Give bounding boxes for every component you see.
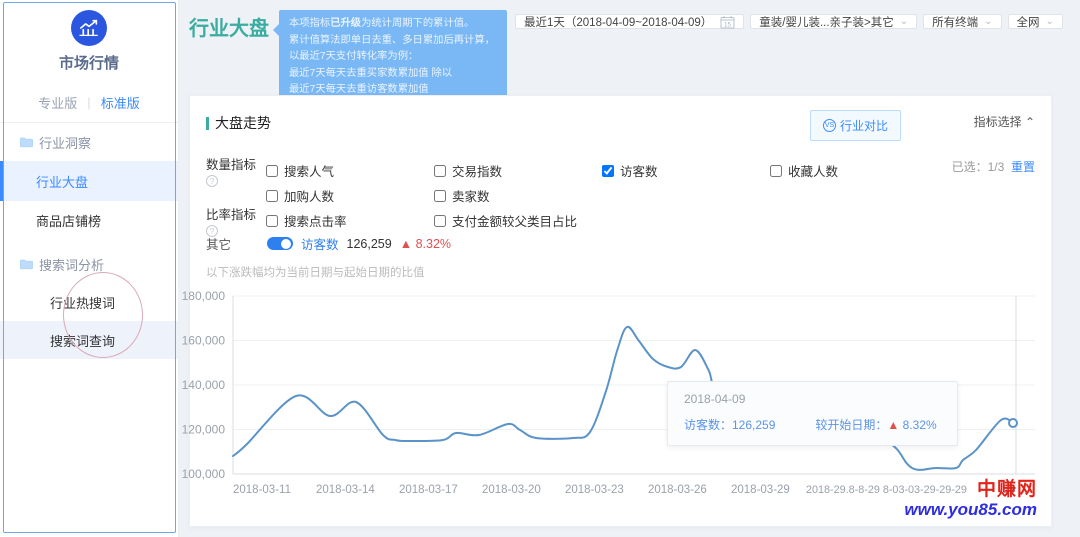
svg-text:2018-03-26: 2018-03-26: [648, 484, 707, 496]
svg-text:140,000: 140,000: [182, 378, 226, 392]
svg-text:180,000: 180,000: [182, 289, 226, 303]
svg-text:2018-03-23: 2018-03-23: [565, 484, 624, 496]
svg-text:160,000: 160,000: [182, 334, 226, 348]
svg-text:2018-03-29: 2018-03-29: [731, 484, 790, 496]
svg-text:2018-03-20: 2018-03-20: [482, 484, 541, 496]
svg-text:120,000: 120,000: [182, 423, 226, 437]
svg-text:2018-03-14: 2018-03-14: [316, 484, 375, 496]
svg-text:100,000: 100,000: [182, 467, 226, 481]
svg-text:2018-03-11: 2018-03-11: [233, 484, 291, 496]
svg-text:15: 15: [724, 21, 732, 28]
svg-text:2018-03-17: 2018-03-17: [399, 484, 458, 496]
